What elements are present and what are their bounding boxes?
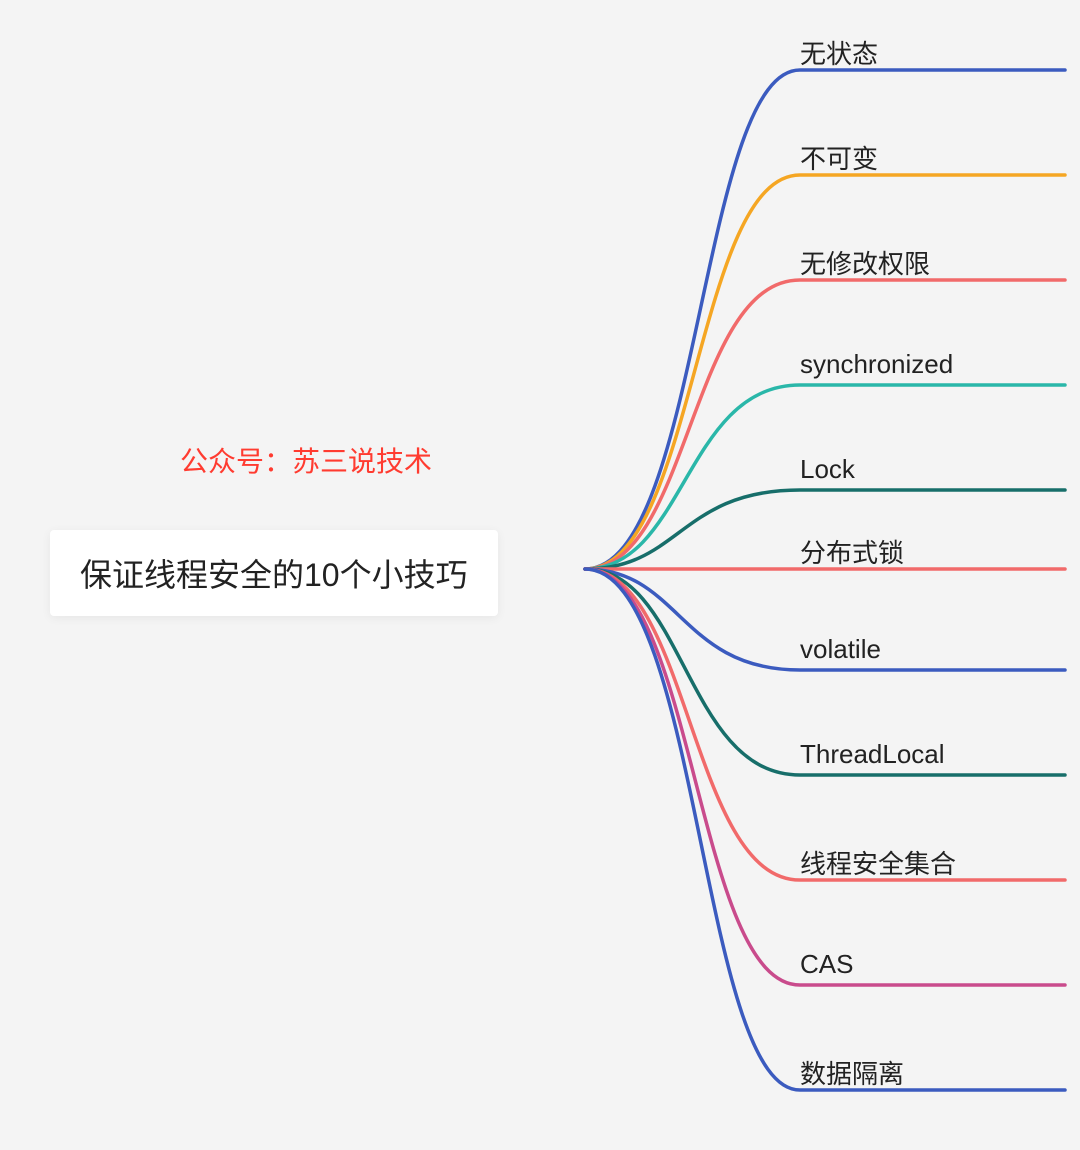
branch-label: 无修改权限 bbox=[800, 244, 930, 281]
root-node: 保证线程安全的10个小技巧 bbox=[50, 530, 498, 616]
branch-label: 分布式锁 bbox=[800, 533, 904, 570]
subtitle-text: 公众号：苏三说技术 bbox=[180, 440, 432, 480]
branch-label: 数据隔离 bbox=[800, 1054, 904, 1091]
branch-label: 不可变 bbox=[800, 139, 878, 176]
branch-label: ThreadLocal bbox=[800, 739, 945, 770]
branch-label: volatile bbox=[800, 634, 881, 665]
branch-label: synchronized bbox=[800, 349, 953, 380]
branch-label: 线程安全集合 bbox=[800, 844, 956, 881]
branch-label: CAS bbox=[800, 949, 853, 980]
branch-label: Lock bbox=[800, 454, 855, 485]
branch-label: 无状态 bbox=[800, 34, 878, 71]
